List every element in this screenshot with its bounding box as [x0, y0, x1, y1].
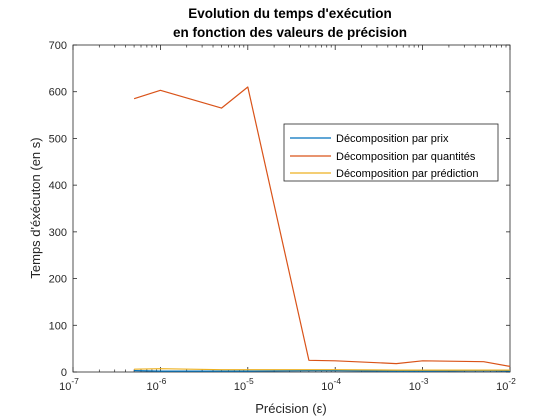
- y-axis-label: Temps d'éxécuton (en s): [28, 137, 43, 278]
- legend-label-quantites: Décomposition par quantités: [336, 151, 476, 163]
- y-tick-label: 700: [49, 40, 67, 52]
- x-tick-label: 10-2: [496, 376, 516, 393]
- series-layer: [133, 86, 511, 372]
- plot-area: [72, 44, 511, 373]
- x-tick-label: 10-4: [321, 376, 341, 393]
- legend: Décomposition par prix Décomposition par…: [283, 123, 499, 182]
- legend-label-prix: Décomposition par prix: [336, 133, 449, 145]
- series-line-0: [134, 370, 511, 372]
- x-tick-label: 10-3: [409, 376, 429, 393]
- series-line-2: [134, 368, 510, 371]
- legend-label-prediction: Décomposition par prédiction: [336, 168, 478, 180]
- y-tick-labels: 0 100 200 300 400 500 600 700: [49, 40, 67, 379]
- x-tick-labels: 10-7 10-6 10-5 10-4 10-3 10-2: [59, 376, 516, 393]
- chart-title-line-2: en fonction des valeurs de précision: [173, 25, 407, 40]
- chart-title-line-1: Evolution du temps d'exécution: [188, 6, 391, 21]
- x-tick-label: 10-7: [59, 376, 79, 393]
- x-axis-label: Précision (ε): [255, 401, 327, 416]
- y-tick-label: 600: [49, 87, 67, 99]
- y-tick-label: 400: [49, 180, 67, 192]
- y-tick-label: 0: [61, 367, 67, 379]
- y-tick-label: 200: [49, 274, 67, 286]
- y-tick-label: 300: [49, 227, 67, 239]
- legend-box: [283, 123, 499, 182]
- y-tick-label: 500: [49, 133, 67, 145]
- y-tick-label: 100: [49, 320, 67, 332]
- x-tick-label: 10-5: [234, 376, 254, 393]
- x-tick-label: 10-6: [146, 376, 166, 393]
- series-line-1: [133, 86, 511, 367]
